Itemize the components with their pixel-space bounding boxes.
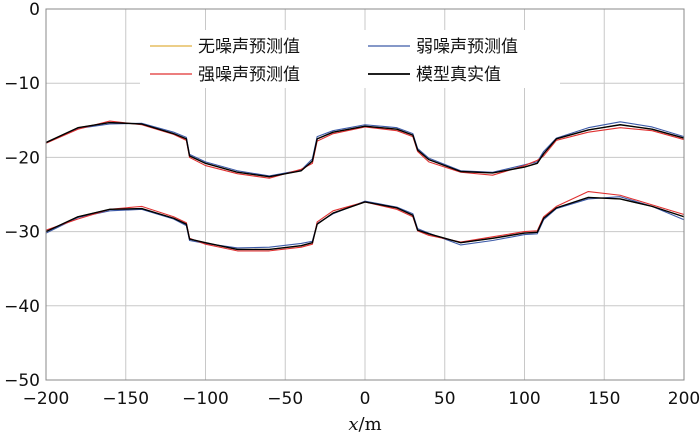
x-tick-label: 150 [588, 389, 620, 409]
plot-series [45, 120, 685, 252]
x-tick-label: −100 [182, 389, 229, 409]
x-tick-label: −200 [23, 389, 70, 409]
y-axis-ticks: 0 −10 −20 −30 −40 −50 [4, 0, 40, 391]
y-tick-label: −40 [4, 297, 40, 317]
y-tick-label: −30 [4, 223, 40, 243]
legend-label-3: 强噪声预测值 [198, 65, 300, 85]
x-tick-label: 50 [434, 389, 456, 409]
legend-box [140, 30, 560, 88]
series-line-3-layer-1 [45, 120, 685, 179]
legend-label-4: 模型真实值 [416, 65, 501, 85]
y-tick-label: −20 [4, 148, 40, 168]
x-axis-ticks: −200 −150 −100 −50 0 50 100 150 200 [23, 389, 700, 409]
x-axis-variable: x [348, 414, 358, 435]
x-tick-label: 100 [508, 389, 540, 409]
x-tick-label: 200 [668, 389, 700, 409]
x-axis-unit: /m [359, 414, 382, 435]
y-tick-label: 0 [29, 0, 40, 20]
x-axis-label: x/m [348, 414, 381, 435]
legend-label-1: 无噪声预测值 [198, 37, 300, 57]
series-line-4-layer-2 [45, 196, 685, 251]
x-tick-label: −50 [267, 389, 303, 409]
series-line-4-layer-1 [45, 121, 685, 178]
plot-border [45, 8, 685, 381]
y-tick-label: −50 [4, 371, 40, 391]
series-line-2-layer-2 [45, 196, 685, 249]
series-line-2-layer-1 [45, 121, 685, 177]
x-tick-label: −150 [102, 389, 149, 409]
x-tick-label: 0 [360, 389, 371, 409]
y-tick-label: −10 [4, 74, 40, 94]
plot-frame [45, 8, 685, 381]
legend-label-2: 弱噪声预测值 [416, 37, 518, 57]
